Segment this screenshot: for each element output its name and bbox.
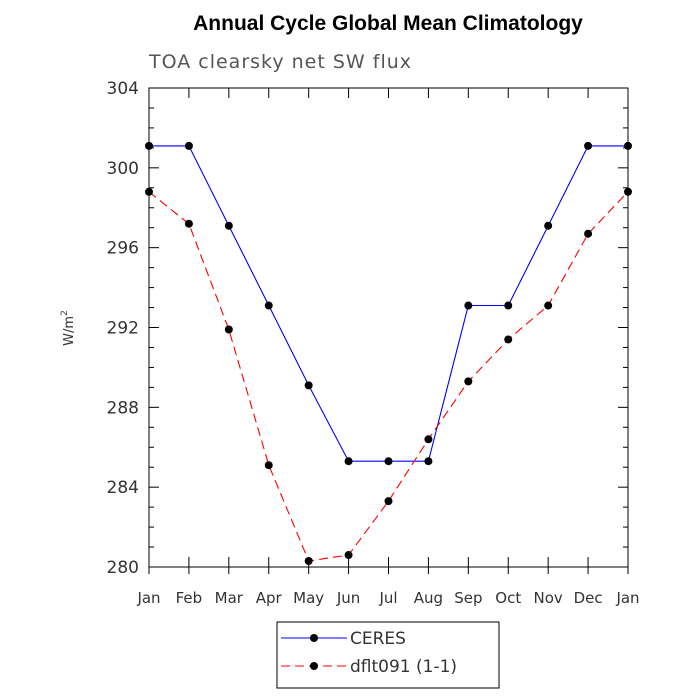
y-tick-label: 292	[107, 319, 139, 339]
data-point	[184, 219, 193, 228]
y-axis-label: W/m2	[60, 310, 77, 346]
legend-box	[276, 621, 500, 689]
x-tick-label: Nov	[534, 589, 563, 607]
legend: CERES dflt091 (1-1)	[276, 621, 500, 689]
series-group	[145, 141, 632, 566]
plot-border	[148, 87, 629, 568]
y-axis-label-superscript: 2	[60, 310, 70, 316]
data-point	[344, 457, 353, 466]
x-tick-label: Aug	[414, 589, 443, 607]
y-tick-label: 296	[107, 239, 139, 259]
data-point	[384, 497, 393, 506]
series-line-1	[149, 145, 628, 462]
legend-marker	[310, 662, 318, 670]
data-point	[304, 557, 313, 566]
y-axis-label-base: W/m	[62, 316, 77, 346]
data-point	[464, 377, 473, 386]
data-point	[344, 551, 353, 560]
data-point	[424, 457, 433, 466]
series-line-2	[148, 191, 629, 562]
data-point	[184, 141, 193, 150]
data-point	[224, 325, 233, 334]
data-point	[464, 301, 473, 310]
y-tick-label: 284	[107, 478, 139, 498]
y-axis: 280 284 288 292 296 300 304	[107, 79, 628, 578]
data-point	[304, 381, 313, 390]
legend-marker	[310, 634, 318, 642]
x-tick-label: Jan	[615, 589, 639, 607]
data-point	[424, 435, 433, 444]
y-tick-label: 280	[107, 558, 139, 578]
x-tick-label: Jan	[136, 589, 160, 607]
data-point	[504, 335, 513, 344]
data-point	[264, 461, 273, 470]
x-tick-label: Mar	[215, 589, 244, 607]
data-point	[624, 141, 632, 150]
data-point	[145, 187, 153, 196]
y-tick-label: 300	[107, 159, 139, 179]
data-point	[384, 457, 393, 466]
x-axis: Jan Feb Mar Apr May Jun Jul Aug Sep Oct Nov Dec Jan	[136, 88, 640, 607]
data-point	[544, 221, 553, 230]
data-point	[224, 221, 233, 230]
data-point	[584, 141, 593, 150]
y-tick-label: 288	[107, 398, 139, 418]
data-point	[145, 141, 153, 150]
legend-label: dflt091 (1-1)	[350, 657, 457, 677]
x-tick-label: Sep	[454, 589, 482, 607]
x-tick-label: Apr	[256, 589, 283, 607]
chart-title: Annual Cycle Global Mean Climatology	[193, 12, 583, 35]
x-tick-label: Jun	[336, 589, 360, 607]
x-tick-label: May	[293, 589, 324, 607]
chart-subtitle: TOA clearsky net SW flux	[148, 51, 412, 73]
data-point	[624, 187, 632, 196]
data-point	[504, 301, 513, 310]
x-tick-label: Dec	[574, 589, 603, 607]
y-tick-label: 304	[107, 79, 139, 99]
x-tick-label: Jul	[378, 589, 397, 607]
data-point	[584, 229, 593, 238]
legend-label: CERES	[350, 629, 406, 649]
plot-frame	[148, 87, 629, 568]
data-point	[264, 301, 273, 310]
x-tick-label: Feb	[176, 589, 203, 607]
x-tick-label: Oct	[495, 589, 521, 607]
data-point	[544, 301, 553, 310]
